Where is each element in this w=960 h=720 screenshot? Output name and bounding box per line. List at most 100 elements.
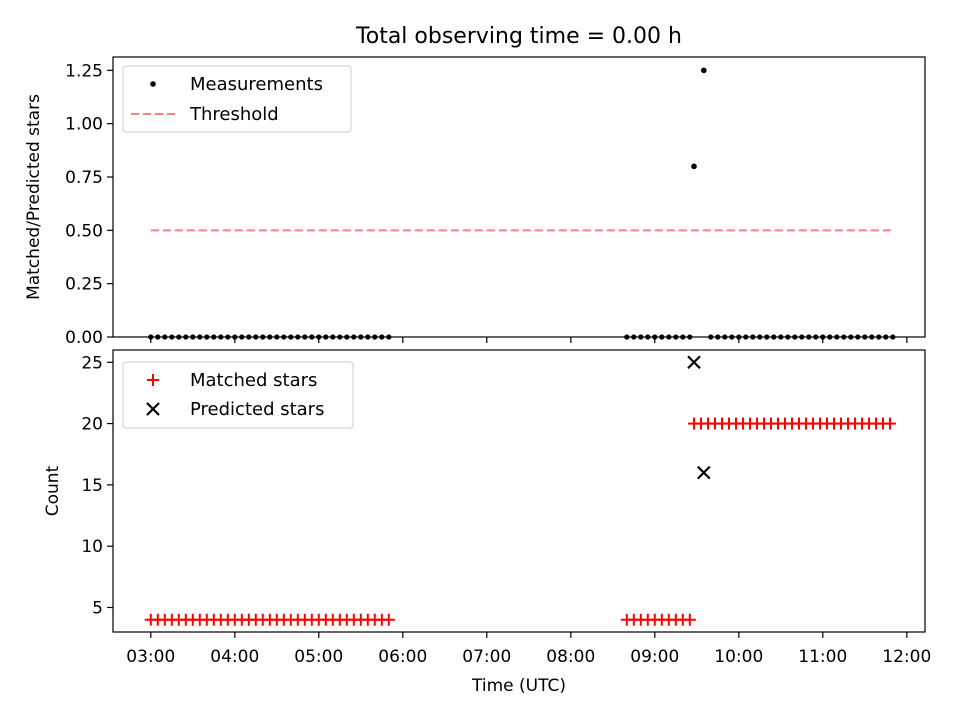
- measurement-point: [813, 334, 819, 340]
- top-series: [148, 67, 896, 340]
- legend-matched-stars-marker: [147, 374, 159, 386]
- top-y-tick-label: 0.00: [65, 328, 103, 348]
- legend-measurements-marker: [150, 81, 156, 87]
- measurement-point: [176, 334, 182, 340]
- top-plot-frame: [112, 56, 926, 338]
- bottom-x-tick-label: 03:00: [126, 647, 175, 667]
- measurement-point: [148, 334, 154, 340]
- measurement-point: [190, 334, 196, 340]
- top-y-tick-label: 1.00: [65, 115, 103, 135]
- top-legend-box: [122, 65, 352, 133]
- measurement-point: [799, 334, 805, 340]
- measurement-point: [827, 334, 833, 340]
- measurement-point: [267, 334, 273, 340]
- measurement-point: [253, 334, 259, 340]
- bottom-y-axis-label: Count: [43, 465, 63, 516]
- measurement-point: [722, 334, 728, 340]
- measurement-point: [239, 334, 245, 340]
- bottom-x-tick-label: 09:00: [630, 647, 679, 667]
- top-y-tick-label: 1.25: [65, 61, 103, 81]
- measurement-point: [358, 334, 364, 340]
- x-axis-label: Time (UTC): [471, 676, 566, 696]
- measurement-point: [162, 334, 168, 340]
- measurement-point: [729, 334, 735, 340]
- measurement-point: [372, 334, 378, 340]
- measurement-point: [806, 334, 812, 340]
- measurement-point: [715, 334, 721, 340]
- bottom-legend-box: [122, 361, 354, 429]
- measurement-point: [841, 334, 847, 340]
- measurement-point: [691, 163, 697, 170]
- top-y-tick-label: 0.75: [65, 168, 103, 188]
- legend-matched-stars-label: Matched stars: [190, 370, 317, 391]
- matched-star-marker: [382, 613, 395, 626]
- measurement-point: [274, 334, 280, 340]
- bottom-legend: Matched stars Predicted stars: [122, 361, 354, 429]
- measurement-point: [232, 334, 238, 340]
- bottom-y-tick-label: 10: [81, 537, 103, 557]
- measurement-point: [260, 334, 266, 340]
- measurement-point: [379, 334, 385, 340]
- measurement-point: [302, 334, 308, 340]
- bottom-x-tick-label: 05:00: [294, 647, 343, 667]
- measurement-point: [883, 334, 889, 340]
- measurement-point: [687, 334, 693, 340]
- measurement-point: [631, 334, 637, 340]
- measurement-point: [778, 334, 784, 340]
- bottom-x-ticks: 03:00 04:00 05:00 06:00 07:00 08:00 09:00 10:00…: [126, 632, 931, 667]
- bottom-y-tick-label: 20: [81, 415, 103, 435]
- measurement-point: [225, 334, 231, 340]
- measurement-point: [323, 334, 329, 340]
- predicted-star-marker: [697, 465, 711, 480]
- bottom-x-tick-label: 11:00: [798, 647, 847, 667]
- measurement-point: [645, 334, 651, 340]
- measurement-point: [365, 334, 371, 340]
- measurement-point: [652, 334, 658, 340]
- measurement-point: [337, 334, 343, 340]
- measurement-point: [757, 334, 763, 340]
- measurement-point: [344, 334, 350, 340]
- measurement-point: [792, 334, 798, 340]
- measurement-point: [890, 334, 896, 340]
- measurement-point: [211, 334, 217, 340]
- measurement-point: [204, 334, 210, 340]
- measurement-point: [680, 334, 686, 340]
- measurement-point: [386, 334, 392, 340]
- top-y-tick-label: 0.25: [65, 275, 103, 295]
- legend-predicted-stars-marker: [146, 402, 160, 416]
- measurement-point: [848, 334, 854, 340]
- matched-star-marker: [884, 417, 896, 430]
- bottom-x-tick-label: 07:00: [462, 647, 511, 667]
- measurement-point: [771, 334, 777, 340]
- bottom-y-tick-label: 25: [81, 353, 103, 373]
- legend-predicted-stars-label: Predicted stars: [190, 399, 324, 420]
- bottom-y-tick-label: 15: [81, 476, 103, 496]
- legend-threshold-label: Threshold: [189, 104, 279, 125]
- measurement-point: [281, 334, 287, 340]
- measurement-point: [750, 334, 756, 340]
- chart-title: Total observing time = 0.00 h: [355, 24, 682, 49]
- measurement-point: [309, 334, 315, 340]
- bottom-plot-frame: [112, 349, 926, 633]
- measurement-point: [316, 334, 322, 340]
- measurement-point: [624, 334, 630, 340]
- bottom-x-tick-label: 10:00: [714, 647, 763, 667]
- measurement-point: [666, 334, 672, 340]
- measurement-point: [855, 334, 861, 340]
- measurement-point: [862, 334, 868, 340]
- measurement-point: [659, 334, 665, 340]
- measurement-point: [295, 334, 301, 340]
- measurement-point: [638, 334, 644, 340]
- measurement-point: [876, 334, 882, 340]
- bottom-y-tick-label: 5: [92, 598, 103, 618]
- predicted-star-marker: [687, 355, 701, 370]
- top-legend: Measurements Threshold: [122, 65, 352, 133]
- top-y-ticks: 0.00 0.25 0.50 0.75 1.00 1.25: [65, 61, 113, 348]
- bottom-series: [144, 355, 896, 626]
- bottom-x-tick-label: 08:00: [546, 647, 595, 667]
- measurement-point: [834, 334, 840, 340]
- measurement-point: [743, 334, 749, 340]
- bottom-x-tick-label: 04:00: [210, 647, 259, 667]
- measurement-point: [673, 334, 679, 340]
